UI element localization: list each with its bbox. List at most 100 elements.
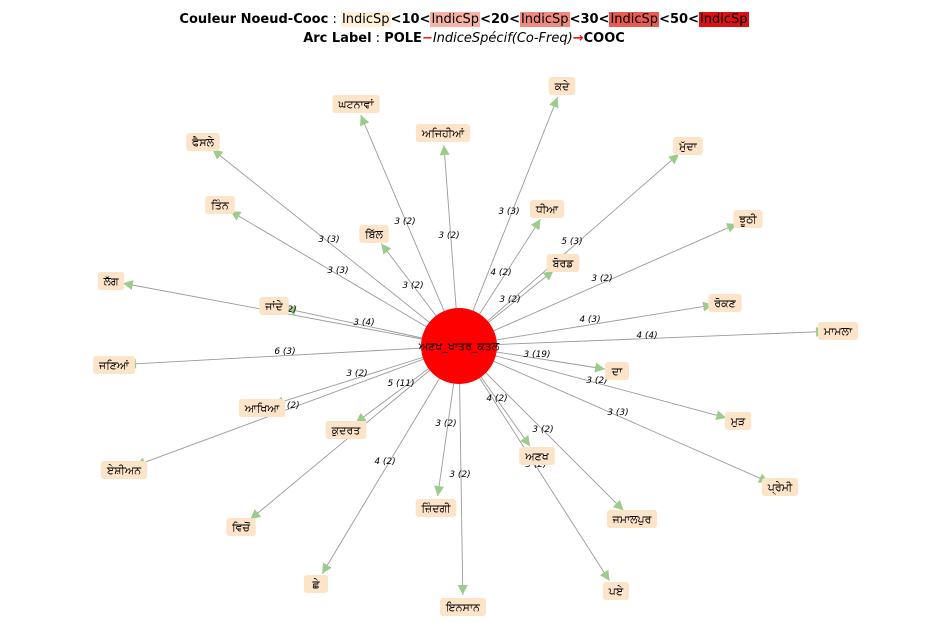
node-pae-box	[602, 582, 630, 600]
node-faisle-box	[186, 133, 220, 151]
node-anakh[interactable]: ਅਣਖ	[519, 447, 555, 465]
legend-swatch-ge50: IndicSp	[698, 12, 749, 27]
legend-separator: :	[328, 12, 341, 27]
edge-jamalpur	[458, 345, 624, 511]
node-tinn-box	[205, 196, 235, 214]
node-bill-label: ਬਿੱਲ	[364, 228, 383, 241]
node-rokan-label: ਰੋਕਣ	[713, 297, 736, 310]
legend-lt: <	[598, 12, 610, 27]
node-kade-label: ਕਦੇ	[554, 80, 571, 93]
node-vichon[interactable]: ਵਿਚੋਂ	[226, 518, 256, 536]
legend-lt: <	[480, 12, 491, 27]
edge-kade	[458, 96, 558, 347]
node-lagg-label: ਲੱਗ	[102, 275, 118, 288]
node-rokan-box	[708, 294, 742, 312]
edges-layer	[122, 96, 827, 596]
node-akhia[interactable]: ਆਖਿਆ	[238, 399, 286, 417]
node-premi[interactable]: ਪ੍ਰੇਮੀ	[761, 478, 799, 496]
node-jandhe-label: ਜਾਂਦੇ	[264, 300, 283, 313]
node-bill-box	[359, 225, 389, 243]
node-janian-label: ਜਣਿਆਂ	[98, 359, 130, 372]
node-faisle-label: ਫੈਸਲੇ	[191, 136, 215, 149]
node-jhuthi-label: ਝੂਠੀ	[738, 213, 757, 226]
arrowhead-icon	[668, 153, 679, 165]
node-janian[interactable]: ਜਣਿਆਂ	[93, 356, 135, 374]
edge-mur	[458, 345, 727, 419]
legend-swatch-lt30: IndicSp	[519, 12, 570, 27]
node-jamalpur-box	[606, 510, 658, 528]
edge-janian	[125, 345, 460, 365]
node-insan[interactable]: ਇਨਸਾਨ	[440, 598, 486, 616]
arrowhead-icon	[520, 435, 531, 447]
legend-threshold-30: 30	[580, 12, 599, 27]
node-kade-box	[548, 77, 576, 95]
edge-label-dhia: 4 (2)	[490, 268, 511, 278]
node-lagg[interactable]: ਲੱਗ	[97, 272, 125, 290]
node-bill[interactable]: ਬਿੱਲ	[359, 225, 389, 243]
node-rokan[interactable]: ਰੋਕਣ	[708, 294, 742, 312]
node-chhe-label: ਛੇ	[311, 578, 320, 591]
arrowhead-icon	[549, 97, 559, 109]
node-board[interactable]: ਬੋਰਡ	[546, 254, 580, 272]
node-ghatnavan[interactable]: ਘਟਨਾਵਾਂ	[332, 95, 380, 113]
legend-dash: −	[421, 31, 433, 46]
edge-eshian	[135, 345, 460, 467]
legend-lt: <	[688, 12, 699, 27]
legend-lt: <	[659, 12, 670, 27]
node-jamalpur[interactable]: ਜਮਾਲਪੁਰ	[606, 510, 658, 528]
node-da[interactable]: ਦਾ	[605, 362, 629, 380]
legend-lt: <	[390, 12, 402, 27]
node-mudda[interactable]: ਮੁੱਦਾ	[673, 137, 703, 155]
edge-faisle	[212, 149, 460, 347]
node-tinn[interactable]: ਤਿੰਨ	[205, 196, 235, 214]
node-mudda-label: ਮੁੱਦਾ	[678, 140, 698, 153]
legend: Couleur Noeud-Cooc : IndicSp<10<IndicSp<…	[0, 10, 928, 48]
node-mamla-box	[817, 322, 859, 340]
legend-threshold-10: 10	[401, 12, 420, 27]
legend-swatch-lt10: IndicSp	[340, 12, 391, 27]
edge-label-chhe: 4 (2)	[374, 457, 395, 467]
node-mur[interactable]: ਮੁੜ	[724, 412, 752, 430]
node-insan-box	[440, 598, 486, 616]
node-faisle[interactable]: ਫੈਸਲੇ	[186, 133, 220, 151]
node-kade[interactable]: ਕਦੇ	[548, 77, 576, 95]
node-dhia-label: ਧੀਆ	[535, 203, 559, 216]
edge-tinn	[230, 210, 460, 347]
node-ajihian[interactable]: ਅਜਿਹੀਆਂ	[415, 124, 471, 142]
node-mudda-box	[673, 137, 703, 155]
edge-label-tinn: 3 (3)	[327, 266, 348, 276]
node-eshian[interactable]: ਏਸ਼ੀਅਨ	[100, 461, 148, 479]
legend-node-color-label: Couleur Noeud-Cooc	[179, 12, 329, 27]
node-pae[interactable]: ਪਏ	[602, 582, 630, 600]
legend-lt: <	[419, 12, 431, 27]
node-vichon-box	[226, 518, 256, 536]
edge-label-faisle: 3 (3)	[318, 235, 339, 245]
node-dhia[interactable]: ਧੀਆ	[529, 200, 565, 218]
node-da-box	[605, 362, 629, 380]
edge-label-lagg: 3 (4)	[353, 318, 374, 328]
edge-label-kade: 3 (3)	[498, 207, 519, 217]
node-mur-box	[724, 412, 752, 430]
edge-lagg	[122, 282, 460, 347]
node-kudran[interactable]: ਕੁਦਰਤ	[325, 421, 367, 439]
node-jhuthi[interactable]: ਝੂਠੀ	[733, 210, 763, 228]
legend-node-color-line: Couleur Noeud-Cooc : IndicSp<10<IndicSp<…	[0, 10, 928, 29]
node-akhia-box	[238, 399, 286, 417]
edge-label-insan: 3 (2)	[449, 470, 470, 480]
node-chhe[interactable]: ਛੇ	[304, 575, 328, 593]
center-node[interactable]	[421, 308, 497, 384]
node-premi-box	[761, 478, 799, 496]
edge-label-mamla: 4 (4)	[636, 331, 657, 341]
node-jandhe[interactable]: ਜਾਂਦੇ	[259, 297, 289, 315]
edge-label-board: 3 (2)	[499, 295, 520, 305]
arrowhead-icon	[599, 569, 610, 581]
arrowhead-icon	[381, 243, 392, 255]
node-mamla[interactable]: ਮਾਮਲਾ	[817, 322, 859, 340]
node-jhuthi-box	[733, 210, 763, 228]
node-insan-label: ਇਨਸਾਨ	[445, 601, 481, 614]
edge-label-bill: 3 (2)	[402, 281, 423, 291]
node-kudran-label: ਕੁਦਰਤ	[331, 424, 362, 437]
node-zindagi[interactable]: ਜ਼ਿੰਦਗੀ	[415, 499, 457, 517]
legend-threshold-50: 50	[669, 12, 689, 27]
